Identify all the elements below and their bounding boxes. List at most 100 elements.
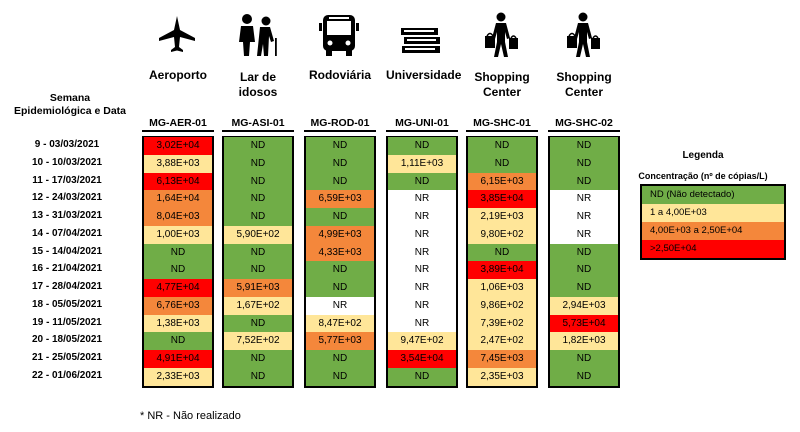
- table-cell: ND: [468, 243, 536, 262]
- legend-item: ND (Não detectado): [642, 186, 784, 204]
- cells-box: ND ND 6,15E+03 3,85E+04 2,19E+03 9,80E+02 ND 3,…: [466, 136, 538, 388]
- table-cell: 6,13E+04: [144, 172, 212, 191]
- table-cell: NR: [550, 208, 618, 226]
- table-cell: ND: [306, 172, 374, 191]
- week-label: 12 - 24/03/2021: [31, 192, 103, 204]
- table-cell: 1,00E+03: [144, 225, 212, 244]
- week-label: 9 - 03/03/2021: [34, 139, 100, 150]
- table-cell: ND: [306, 279, 374, 297]
- table-cell: ND: [306, 208, 374, 226]
- week-label: 21 - 25/05/2021: [31, 352, 103, 363]
- table-cell: ND: [388, 172, 456, 191]
- site-code: MG-UNI-01: [386, 116, 458, 132]
- table-cell: 3,89E+04: [468, 261, 536, 279]
- site-code: MG-SHC-02: [548, 116, 620, 132]
- table-cell: 2,47E+02: [468, 332, 536, 350]
- table-cell: 1,06E+03: [468, 279, 536, 297]
- bus-icon: [314, 10, 364, 60]
- table-cell: ND: [224, 314, 292, 333]
- table-cell: 8,04E+03: [144, 208, 212, 226]
- table-cell: ND: [468, 137, 536, 155]
- table-cell: 6,15E+03: [468, 172, 536, 191]
- legend-subtitle: Concentração (nº de cópias/L): [638, 171, 768, 181]
- week-label: 18 - 05/05/2021: [31, 298, 103, 310]
- table-cell: 9,86E+02: [468, 296, 536, 315]
- week-label: 16 - 21/04/2021: [31, 263, 103, 275]
- table-cell: 4,33E+03: [306, 243, 374, 262]
- table-cell: ND: [388, 367, 456, 386]
- site-code: MG-AER-01: [142, 116, 214, 132]
- table-cell: 5,90E+02: [224, 225, 292, 244]
- table-cell: NR: [388, 243, 456, 262]
- week-label: 20 - 18/05/2021: [31, 334, 103, 346]
- table-cell: 3,85E+04: [468, 190, 536, 208]
- table-cell: 5,73E+04: [550, 314, 618, 333]
- legend-item: >2,50E+04: [642, 240, 784, 258]
- table-cell: NR: [388, 314, 456, 333]
- table-cell: ND: [224, 261, 292, 279]
- table-cell: ND: [550, 261, 618, 279]
- location-name: Shopping Center: [556, 70, 612, 99]
- week-label: 14 - 07/04/2021: [31, 227, 103, 239]
- data-column: MG-UNI-01 ND 1,11E+03 ND NR NR NR NR NR NR NR NR 9,4…: [386, 116, 458, 388]
- table-cell: NR: [388, 225, 456, 244]
- table-cell: ND: [224, 367, 292, 386]
- table-cell: 5,77E+03: [306, 332, 374, 350]
- table-cell: 5,91E+03: [224, 279, 292, 297]
- table-cell: ND: [550, 367, 618, 386]
- table-cell: 1,38E+03: [144, 314, 212, 333]
- week-label: 22 - 01/06/2021: [31, 369, 103, 381]
- table-cell: 8,47E+02: [306, 314, 374, 333]
- table-cell: ND: [388, 137, 456, 155]
- table-cell: 7,52E+02: [224, 332, 292, 350]
- epi-label: Epidemiológica e Data: [13, 105, 127, 117]
- header-left: Semana Epidemiológica e Data: [0, 92, 140, 118]
- table-cell: 2,35E+03: [468, 367, 536, 386]
- cells-box: ND 1,11E+03 ND NR NR NR NR NR NR NR NR 9,47E+02 3,54…: [386, 136, 458, 388]
- table-cell: NR: [550, 225, 618, 244]
- data-column: MG-SHC-02 ND ND ND NR NR NR ND ND ND 2,94E+03 5,73E…: [548, 116, 620, 388]
- table-cell: 6,76E+03: [144, 296, 212, 315]
- table-cell: ND: [550, 154, 618, 173]
- table-cell: ND: [306, 367, 374, 386]
- table-cell: NR: [388, 190, 456, 208]
- elderly-care-icon: [232, 10, 282, 60]
- table-cell: NR: [388, 261, 456, 279]
- cells-box: ND ND ND NR NR NR ND ND ND 2,94E+03 5,73E+04 1,82E+…: [548, 136, 620, 388]
- books-icon: [396, 10, 446, 60]
- table-cell: NR: [388, 279, 456, 297]
- table-cell: 9,80E+02: [468, 225, 536, 244]
- table-cell: ND: [224, 208, 292, 226]
- table-cell: 3,02E+04: [144, 137, 212, 155]
- table-cell: ND: [306, 137, 374, 155]
- data-column: MG-AER-01 3,02E+04 3,88E+03 6,13E+04 1,64E+0…: [142, 116, 214, 388]
- table-cell: ND: [224, 172, 292, 191]
- location-name: Lar de idosos: [238, 70, 278, 99]
- data-column: MG-ROD-01 ND ND ND 6,59E+03 ND 4,99E+03 4,33E+0…: [304, 116, 376, 388]
- table-cell: 4,77E+04: [144, 279, 212, 297]
- table-cell: 2,19E+03: [468, 208, 536, 226]
- cells-box: ND ND ND ND ND 5,90E+02 ND ND 5,91E+03 1,67E+02 ND…: [222, 136, 294, 388]
- table-cell: ND: [306, 154, 374, 173]
- semana-label: Semana: [49, 92, 91, 104]
- cells-box: ND ND ND 6,59E+03 ND 4,99E+03 4,33E+03 ND ND NR 8,…: [304, 136, 376, 388]
- table-cell: 1,67E+02: [224, 296, 292, 315]
- table-cell: ND: [550, 172, 618, 191]
- table-cell: 3,88E+03: [144, 154, 212, 173]
- shopper-icon: [476, 10, 526, 60]
- shopper-icon: [558, 10, 608, 60]
- table-cell: NR: [306, 296, 374, 315]
- table-cell: ND: [224, 243, 292, 262]
- table-cell: 4,91E+04: [144, 350, 212, 368]
- cells-box: 3,02E+04 3,88E+03 6,13E+04 1,64E+04 8,04E+03…: [142, 136, 214, 388]
- location-name: Universidade: [386, 68, 462, 82]
- footnote: * NR - Não realizado: [140, 410, 241, 422]
- site-code: MG-ROD-01: [304, 116, 376, 132]
- legend-box: ND (Não detectado) 1 a 4,00E+03 4,00E+03 a…: [640, 184, 786, 260]
- table-cell: ND: [550, 137, 618, 155]
- table-cell: ND: [144, 261, 212, 279]
- week-label: 11 - 17/03/2021: [32, 174, 102, 186]
- week-label: 10 - 10/03/2021: [31, 156, 103, 168]
- legend-title: Legenda: [682, 150, 724, 161]
- table-cell: ND: [224, 350, 292, 368]
